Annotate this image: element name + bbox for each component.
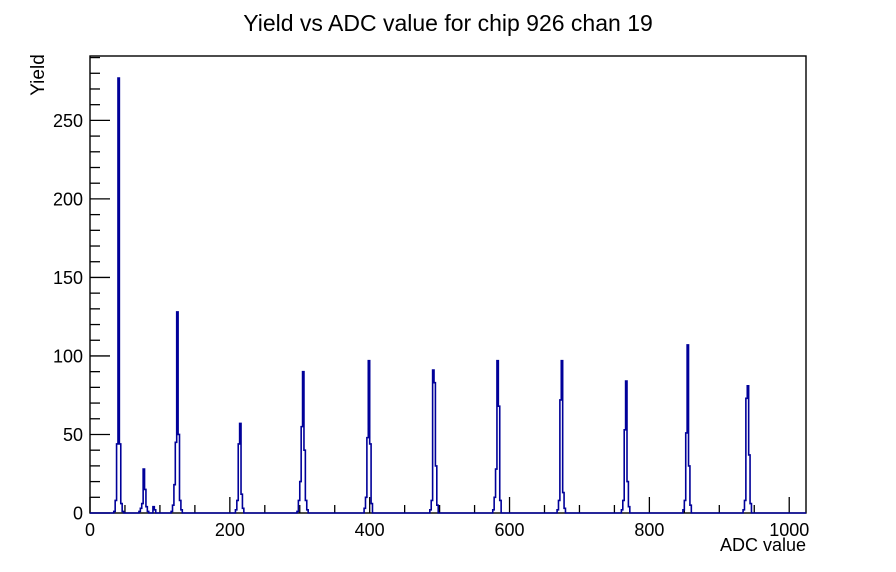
histogram-line — [90, 77, 806, 514]
x-tick-label: 0 — [85, 520, 95, 540]
x-tick-label: 800 — [634, 520, 664, 540]
chart-title: Yield vs ADC value for chip 926 chan 19 — [243, 10, 653, 36]
y-tick-label: 250 — [53, 111, 83, 131]
y-tick-label: 100 — [53, 346, 83, 366]
y-tick-label: 150 — [53, 268, 83, 288]
plot-frame — [89, 55, 807, 514]
y-tick-label: 0 — [73, 504, 83, 524]
x-axis-title: ADC value — [720, 535, 806, 555]
x-tick-label: 600 — [495, 520, 525, 540]
y-axis-title: Yield — [28, 54, 49, 96]
y-tick-label: 200 — [53, 189, 83, 209]
y-tick-label: 50 — [63, 425, 83, 445]
plot-area: 0 50 100 150 200 250 0 200 400 600 800 1000 — [53, 55, 809, 540]
x-tick-label: 1000 — [769, 520, 809, 540]
x-tick-label: 400 — [355, 520, 385, 540]
x-tick-label: 200 — [215, 520, 245, 540]
